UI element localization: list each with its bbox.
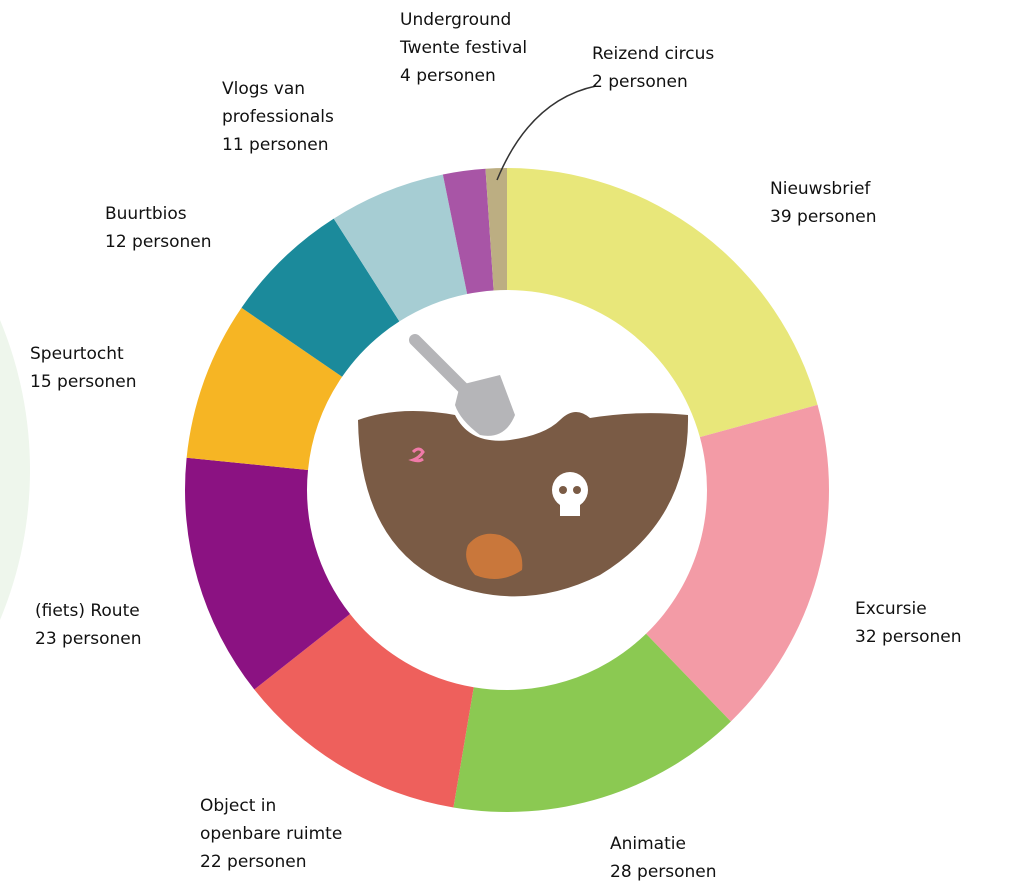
- background-circle: [0, 320, 30, 620]
- category-label: (fiets) Route: [35, 601, 140, 621]
- illustration: [358, 334, 689, 597]
- value-label: 23 personen: [35, 629, 142, 649]
- category-label: Object in openbare ruimte: [200, 796, 343, 844]
- category-label: Underground Twente festival: [400, 10, 528, 58]
- segment-label: Speurtocht 15 personen: [30, 340, 137, 396]
- segment-label: (fiets) Route 23 personen: [35, 597, 142, 653]
- skull-jaw: [560, 500, 580, 516]
- segment-label: Animatie 28 personen: [610, 830, 717, 886]
- pot: [466, 533, 523, 579]
- segment-label: Underground Twente festival 4 personen: [400, 6, 527, 90]
- category-label: Vlogs van professionals: [222, 79, 334, 127]
- segment-label: Buurtbios 12 personen: [105, 200, 212, 256]
- value-label: 28 personen: [610, 862, 717, 882]
- value-label: 22 personen: [200, 852, 307, 872]
- donut-segment: [241, 218, 400, 377]
- skull: [552, 472, 588, 508]
- donut-segment: [254, 613, 474, 808]
- segment-label: Excursie 32 personen: [855, 595, 962, 651]
- skull-eye: [559, 486, 567, 494]
- segment-label: Vlogs van professionals 11 personen: [222, 75, 334, 159]
- category-label: Excursie: [855, 599, 927, 619]
- dirt: [358, 411, 689, 597]
- donut-segment: [442, 168, 494, 295]
- donut: [185, 168, 829, 812]
- category-label: Buurtbios: [105, 204, 187, 224]
- value-label: 39 personen: [770, 207, 877, 227]
- donut-segment: [453, 633, 731, 812]
- category-label: Animatie: [610, 834, 686, 854]
- donut-segment: [646, 404, 829, 722]
- donut-segment: [507, 168, 818, 438]
- donut-segment: [186, 307, 343, 470]
- value-label: 11 personen: [222, 135, 329, 155]
- category-label: Speurtocht: [30, 344, 124, 364]
- donut-segment: [333, 174, 468, 322]
- skull-eye: [573, 486, 581, 494]
- segment-label: Reizend circus 2 personen: [592, 40, 714, 96]
- worm: [408, 447, 425, 463]
- donut-segment: [185, 457, 351, 690]
- category-label: Reizend circus: [592, 44, 715, 64]
- value-label: 4 personen: [400, 66, 496, 86]
- donut-segment: [485, 168, 507, 291]
- value-label: 2 personen: [592, 72, 688, 92]
- value-label: 32 personen: [855, 627, 962, 647]
- value-label: 12 personen: [105, 232, 212, 252]
- shovel-blade: [455, 375, 515, 436]
- segment-label: Nieuwsbrief 39 personen: [770, 175, 877, 231]
- value-label: 15 personen: [30, 372, 137, 392]
- segment-label: Object in openbare ruimte 22 personen: [200, 792, 342, 876]
- leader-line: [496, 85, 597, 181]
- category-label: Nieuwsbrief: [770, 179, 871, 199]
